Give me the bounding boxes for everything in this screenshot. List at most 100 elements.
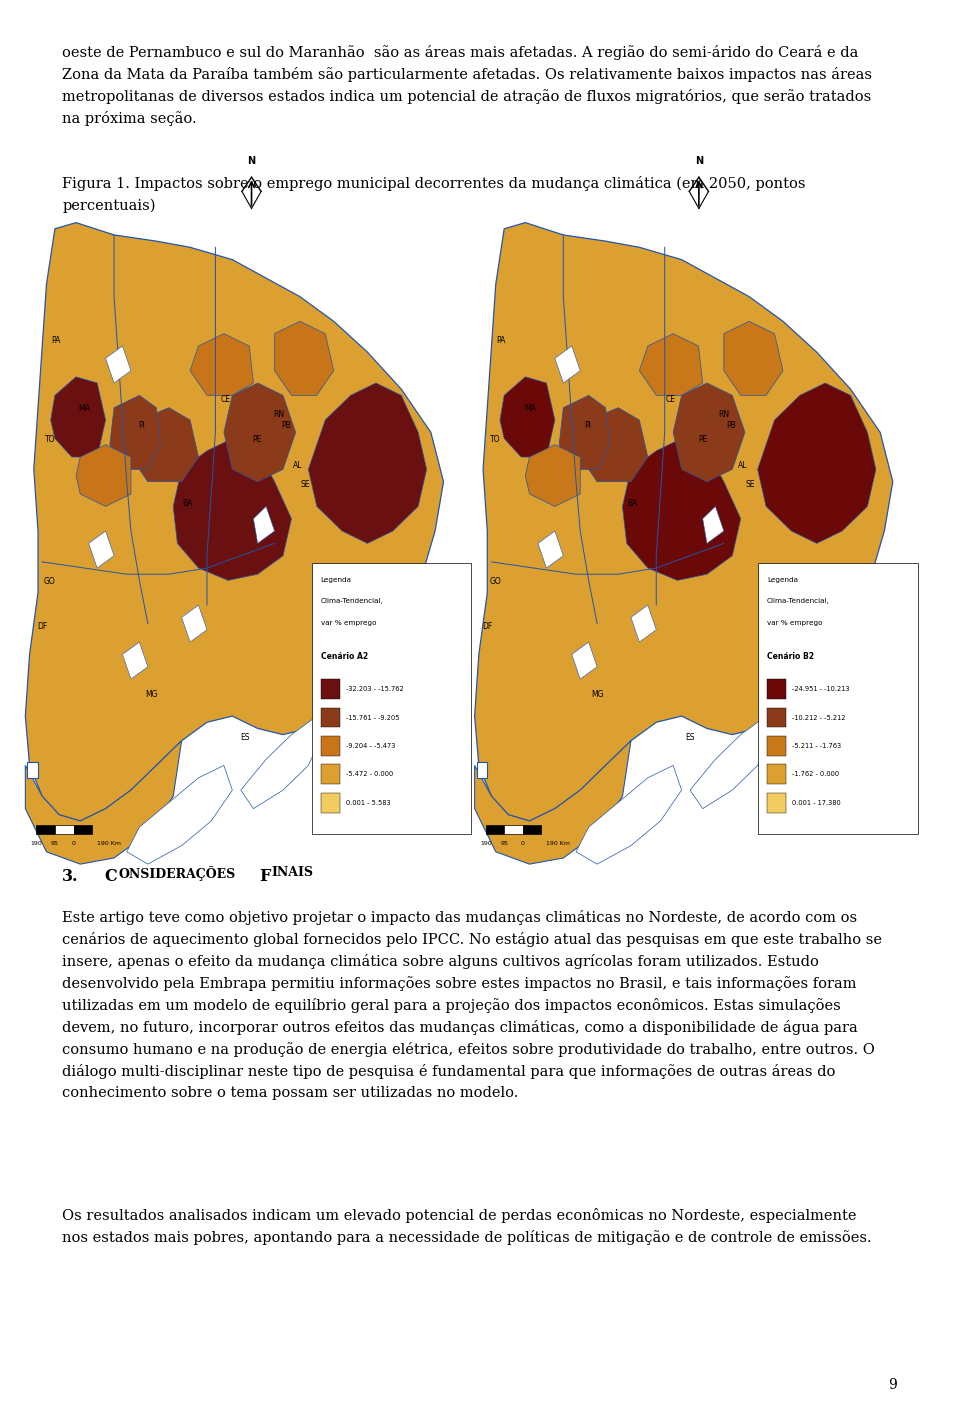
FancyBboxPatch shape [321,679,340,699]
Text: 95: 95 [500,841,508,847]
Text: -1.762 - 0.000: -1.762 - 0.000 [792,771,839,777]
Text: nos estados mais pobres, apontando para a necessidade de políticas de mitigação : nos estados mais pobres, apontando para … [62,1229,872,1245]
FancyBboxPatch shape [74,825,92,834]
Text: na próxima seção.: na próxima seção. [62,112,197,126]
Text: PE: PE [698,435,708,444]
Text: -32.203 - -15.762: -32.203 - -15.762 [346,686,403,692]
Polygon shape [690,716,783,808]
Text: Cenário B2: Cenário B2 [767,652,814,661]
Text: GO: GO [490,577,501,586]
Text: AL: AL [293,461,302,469]
FancyBboxPatch shape [523,825,541,834]
FancyBboxPatch shape [312,563,471,834]
FancyBboxPatch shape [767,679,786,699]
Text: 0: 0 [72,841,76,847]
Text: GO: GO [44,577,56,586]
Text: N: N [248,156,255,166]
Polygon shape [576,766,682,864]
Polygon shape [275,322,334,396]
Text: -5.472 - 0.000: -5.472 - 0.000 [346,771,393,777]
Text: -24.951 - -10.213: -24.951 - -10.213 [792,686,850,692]
Text: RN: RN [273,410,284,418]
Polygon shape [51,377,106,457]
FancyBboxPatch shape [767,708,786,727]
Polygon shape [25,740,181,864]
Text: DF: DF [37,623,47,631]
Text: 3.: 3. [62,868,79,885]
Text: conhecimento sobre o tema possam ser utilizadas no modelo.: conhecimento sobre o tema possam ser uti… [62,1086,518,1100]
Polygon shape [190,333,253,396]
FancyBboxPatch shape [504,825,523,834]
Text: var % emprego: var % emprego [767,620,823,625]
Text: Zona da Mata da Paraíba também são particularmente afetadas. Os relativamente ba: Zona da Mata da Paraíba também são parti… [62,67,873,82]
Text: 190: 190 [480,841,492,847]
Text: -5.211 - -1.763: -5.211 - -1.763 [792,743,841,749]
Text: PI: PI [138,421,146,430]
FancyBboxPatch shape [36,825,55,834]
Polygon shape [109,396,160,469]
Text: percentuais): percentuais) [62,199,156,213]
Text: 9: 9 [888,1378,898,1392]
Text: RN: RN [718,410,730,418]
Text: 0.001 - 17.380: 0.001 - 17.380 [792,800,841,805]
Polygon shape [241,716,334,808]
Text: CE: CE [221,396,230,404]
Text: C: C [105,868,117,885]
Polygon shape [580,408,648,482]
FancyBboxPatch shape [758,563,918,834]
Text: Legenda: Legenda [767,577,798,583]
Text: -10.212 - -5.212: -10.212 - -5.212 [792,715,846,720]
Text: SE: SE [746,481,756,489]
Text: BA: BA [182,499,192,508]
Polygon shape [703,506,724,543]
FancyBboxPatch shape [321,708,340,727]
Text: SE: SE [300,481,310,489]
Text: Cenário A2: Cenário A2 [321,652,368,661]
FancyBboxPatch shape [321,764,340,784]
Text: Legenda: Legenda [321,577,351,583]
Text: -9.204 - -5.473: -9.204 - -5.473 [346,743,395,749]
Text: N: N [695,156,703,166]
Text: insere, apenas o efeito da mudança climática sobre alguns cultivos agrícolas for: insere, apenas o efeito da mudança climá… [62,954,819,970]
Text: TO: TO [45,435,55,444]
Text: -15.761 - -9.205: -15.761 - -9.205 [346,715,399,720]
Polygon shape [724,322,783,396]
Text: MA: MA [524,404,536,413]
FancyBboxPatch shape [477,763,488,777]
Polygon shape [757,383,876,543]
Text: MA: MA [79,404,90,413]
Text: Os resultados analisados indicam um elevado potencial de perdas econômicas no No: Os resultados analisados indicam um elev… [62,1208,857,1224]
Text: diálogo multi-disciplinar neste tipo de pesquisa é fundamental para que informaç: diálogo multi-disciplinar neste tipo de … [62,1064,836,1079]
Polygon shape [572,642,597,679]
Text: INAIS: INAIS [272,866,314,879]
Text: CE: CE [666,396,676,404]
Polygon shape [559,396,610,469]
Text: Figura 1. Impactos sobre o emprego municipal decorrentes da mudança climática (e: Figura 1. Impactos sobre o emprego munic… [62,176,805,191]
Polygon shape [639,333,703,396]
FancyBboxPatch shape [767,764,786,784]
Text: BA: BA [628,499,637,508]
Text: PE: PE [252,435,262,444]
Text: ES: ES [240,733,250,742]
Text: PB: PB [727,421,736,430]
Text: 0: 0 [521,841,525,847]
Polygon shape [622,438,741,580]
Polygon shape [88,532,114,569]
Polygon shape [181,605,207,642]
Text: cenários de aquecimento global fornecidos pelo IPCC. No estágio atual das pesqui: cenários de aquecimento global fornecido… [62,933,882,947]
Text: PI: PI [584,421,591,430]
Polygon shape [555,346,580,383]
FancyBboxPatch shape [767,736,786,756]
Polygon shape [25,223,444,821]
Text: oeste de Pernambuco e sul do Maranhão  são as áreas mais afetadas. A região do s: oeste de Pernambuco e sul do Maranhão sã… [62,45,859,61]
Polygon shape [127,766,232,864]
Text: Clima-Tendencial,: Clima-Tendencial, [767,598,829,604]
Text: 95: 95 [51,841,59,847]
Text: Este artigo teve como objetivo projetar o impacto das mudanças climáticas no Nor: Este artigo teve como objetivo projetar … [62,910,857,926]
Text: consumo humano e na produção de energia elétrica, efeitos sobre produtividade do: consumo humano e na produção de energia … [62,1042,876,1058]
Polygon shape [673,383,745,482]
Polygon shape [525,445,580,506]
FancyBboxPatch shape [321,793,340,813]
FancyBboxPatch shape [321,736,340,756]
Text: MG: MG [145,691,158,699]
